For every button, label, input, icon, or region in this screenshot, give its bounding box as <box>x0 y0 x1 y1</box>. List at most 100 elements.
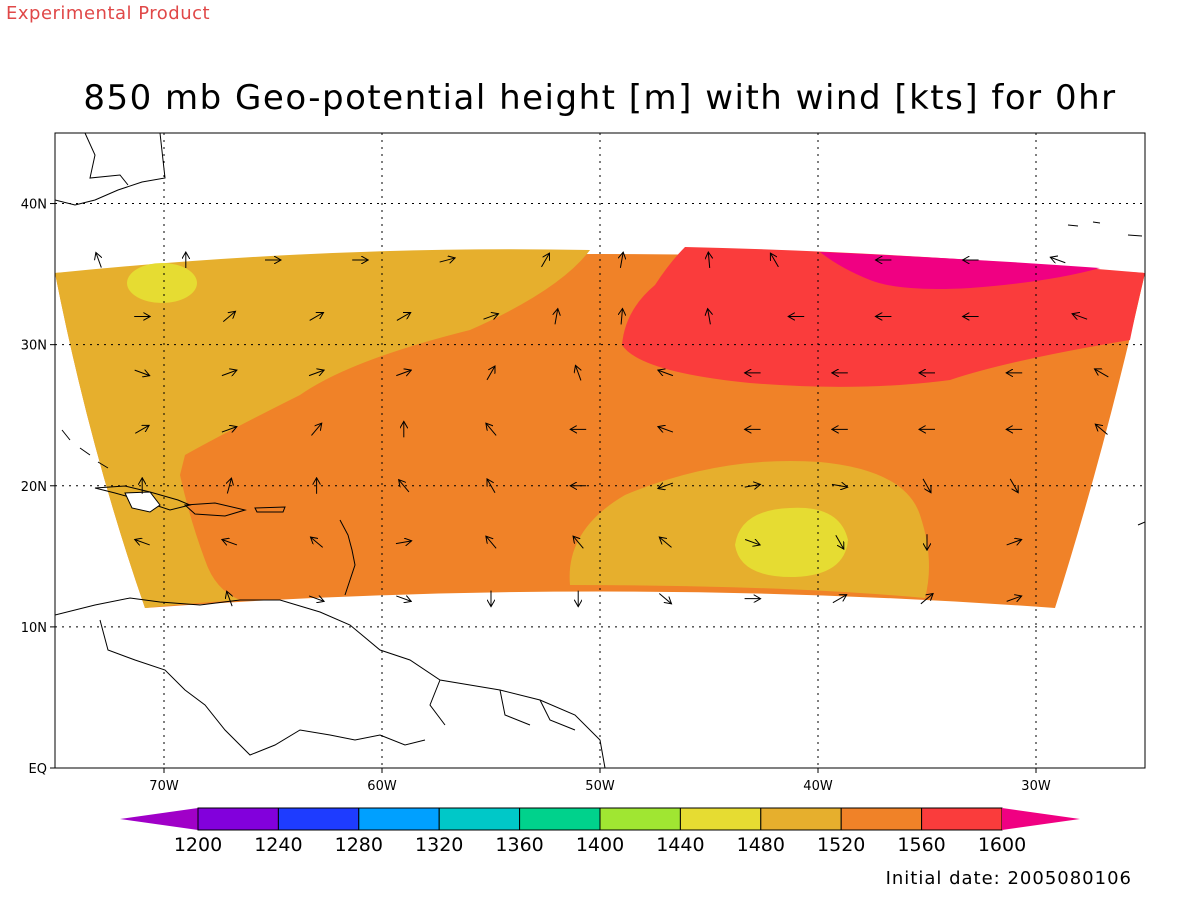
longitude-axis: 70W 60W 50W 40W 30W <box>149 768 1051 794</box>
hispaniola-land <box>124 491 161 513</box>
colorbar-level-label: 1240 <box>254 834 302 856</box>
wind-arrow <box>920 594 933 605</box>
colorbar-swatch <box>760 807 842 831</box>
wind-arrow <box>483 314 498 319</box>
initial-date: Initial date: 2005080106 <box>885 868 1132 889</box>
colorbar-swatch <box>197 807 279 831</box>
wind-arrow <box>308 596 324 601</box>
wind-arrow <box>1006 539 1022 544</box>
wind-arrow <box>658 370 674 375</box>
wind-arrow <box>308 370 324 375</box>
colorbar-level-label: 1320 <box>415 834 463 856</box>
colorbar: 1200 1240 1280 1320 1360 1400 1440 1480 1520 1560… <box>120 807 1080 856</box>
guiana-borders <box>429 679 576 731</box>
wind-arrow <box>831 484 848 487</box>
south-america-coast <box>55 597 606 768</box>
height-cell-south-central <box>735 507 848 578</box>
lat-tick-label: 20N <box>21 480 47 495</box>
colorbar-arrow-low <box>120 808 198 830</box>
colorbar-swatch <box>358 807 440 831</box>
wind-arrow <box>1006 596 1022 601</box>
wind-arrow <box>922 478 931 493</box>
colorbar-swatch <box>921 807 1003 831</box>
wind-arrow <box>770 253 779 268</box>
wind-arrow <box>573 536 584 549</box>
colorbar-swatch <box>840 807 923 831</box>
colorbar-level-label: 1520 <box>817 834 865 856</box>
height-region-northwest <box>55 249 590 608</box>
wind-arrow <box>658 427 674 432</box>
experimental-product-label: Experimental Product <box>6 3 211 24</box>
plot-area <box>55 133 1145 768</box>
wind-arrow <box>396 596 411 601</box>
azores-islands <box>1067 221 1143 237</box>
wind-arrow <box>227 591 232 607</box>
lon-tick-label: 40W <box>803 779 833 794</box>
wind-arrow <box>310 537 324 548</box>
wind-arrow <box>396 370 411 375</box>
colorbar-level-label: 1600 <box>978 834 1026 856</box>
south-america-inland <box>99 619 426 756</box>
wind-arrow <box>486 423 497 436</box>
wind-arrow <box>227 478 231 494</box>
wind-arrow <box>222 311 235 322</box>
colorbar-level-label: 1480 <box>737 834 785 856</box>
colorbar-arrow-high <box>1002 808 1080 830</box>
colorbar-level-label: 1400 <box>576 834 624 856</box>
height-region-far-northeast <box>820 252 1100 289</box>
wind-arrow <box>135 539 150 544</box>
colorbar-swatch <box>599 807 681 831</box>
wind-arrow <box>1094 369 1109 378</box>
wind-arrow <box>659 537 672 548</box>
wind-arrow <box>555 309 558 325</box>
wind-arrow <box>1009 478 1018 493</box>
north-america-inland <box>84 133 129 186</box>
wind-arrow <box>96 252 101 268</box>
wind-arrow <box>221 370 237 375</box>
wind-arrow <box>835 535 844 549</box>
wind-arrow <box>439 258 455 262</box>
wind-arrow <box>486 366 495 381</box>
wind-arrow <box>1095 424 1108 435</box>
colorbar-swatch <box>277 807 360 831</box>
wind-arrow <box>222 539 238 544</box>
puerto-rico-outline <box>254 506 286 513</box>
lon-tick-label: 70W <box>149 779 179 794</box>
wind-arrow <box>744 539 760 544</box>
africa-coast-fragment <box>1137 521 1145 526</box>
wind-arrow <box>658 483 674 488</box>
lesser-antilles <box>339 519 356 596</box>
colorbar-swatch <box>438 807 521 831</box>
wind-vectors <box>96 252 1109 607</box>
wind-arrow <box>134 370 150 375</box>
wind-arrow <box>832 595 847 604</box>
wind-arrow <box>1050 257 1066 262</box>
colorbar-swatch <box>519 807 601 831</box>
lat-tick-label: EQ <box>29 762 47 777</box>
wind-arrow <box>744 484 761 487</box>
height-cell-northwest <box>127 263 197 303</box>
colorbar-level-label: 1200 <box>174 834 222 856</box>
grid-lines <box>55 133 1145 768</box>
wind-arrow <box>309 312 324 321</box>
lat-tick-label: 10N <box>21 621 47 636</box>
wind-arrow <box>135 425 149 434</box>
colorbar-level-label: 1280 <box>335 834 383 856</box>
lon-tick-label: 60W <box>367 779 397 794</box>
lon-tick-label: 50W <box>585 779 615 794</box>
bahamas-outline <box>61 429 109 469</box>
wind-arrow <box>541 253 550 268</box>
lat-tick-label: 40N <box>21 198 47 213</box>
latitude-axis: 40N 30N 20N 10N EQ <box>21 198 55 777</box>
wind-arrow <box>708 252 709 269</box>
north-america-coast <box>55 133 166 206</box>
lon-tick-label: 30W <box>1021 779 1051 794</box>
map-title: 850 mb Geo-potential height [m] with win… <box>83 78 1117 118</box>
wind-arrow <box>487 479 496 493</box>
wind-arrow <box>311 423 321 436</box>
coastlines <box>55 133 1145 768</box>
wind-arrow <box>396 312 411 321</box>
wind-arrow <box>621 308 622 325</box>
colorbar-level-label: 1560 <box>897 834 945 856</box>
